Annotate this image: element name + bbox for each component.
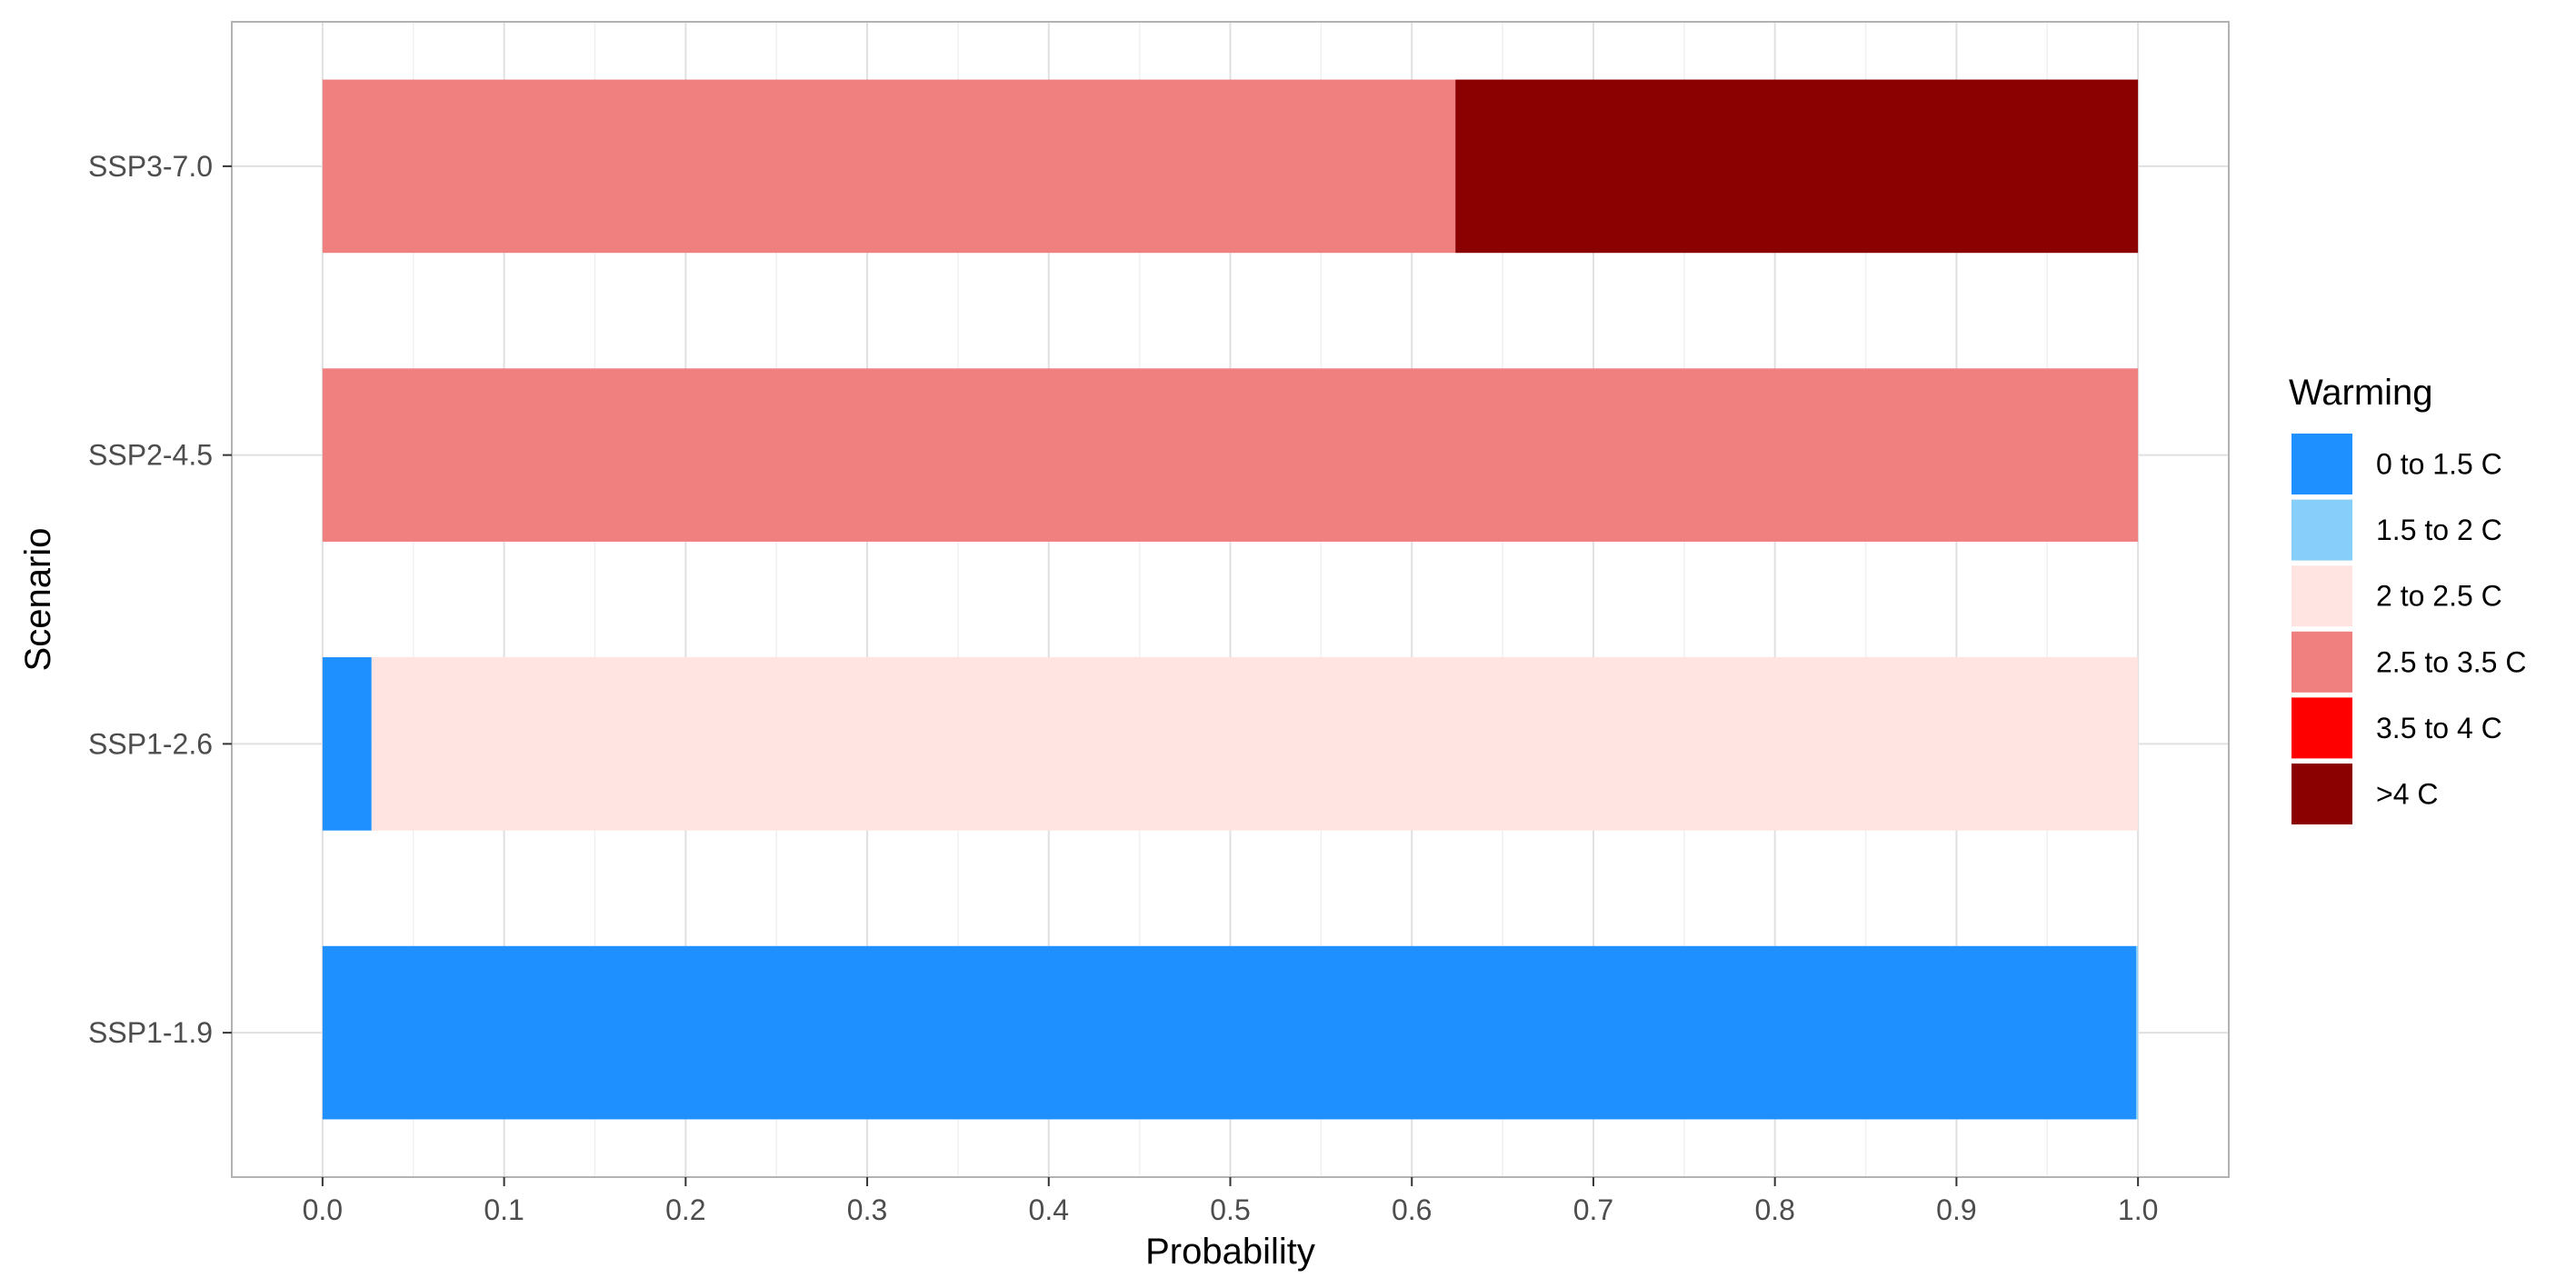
legend-title: Warming: [2289, 373, 2433, 413]
x-tick-label: 0.5: [1210, 1193, 1250, 1226]
bars: [322, 79, 2139, 1120]
legend-label: 1.5 to 2 C: [2376, 514, 2502, 546]
legend-key: [2291, 565, 2352, 627]
legend-key: [2291, 434, 2352, 494]
bar-segment: [322, 945, 2137, 1120]
x-tick-label: 0.3: [847, 1193, 887, 1226]
legend-key: [2291, 764, 2352, 824]
bar-segment: [2136, 945, 2139, 1120]
y-tick-label: SSP3-7.0: [88, 150, 213, 183]
x-tick-label: 0.4: [1029, 1193, 1069, 1226]
legend-label: 2.5 to 3.5 C: [2376, 645, 2526, 678]
legend-key: [2291, 631, 2352, 693]
x-tick-label: 1.0: [2118, 1193, 2158, 1226]
x-tick-label: 0.0: [303, 1193, 343, 1226]
y-tick-label: SSP2-4.5: [88, 439, 213, 472]
legend-label: >4 C: [2376, 778, 2438, 811]
legend-label: 2 to 2.5 C: [2376, 580, 2502, 613]
legend-key: [2291, 499, 2352, 561]
x-tick-label: 0.7: [1573, 1193, 1613, 1226]
legend-label: 3.5 to 4 C: [2376, 712, 2502, 744]
legend-items: 0 to 1.5 C 1.5 to 2 C 2 to 2.5 C 2.5 to 3.5…: [2291, 434, 2526, 824]
y-tick-label: SSP1-1.9: [88, 1016, 213, 1049]
x-tick-label: 0.1: [484, 1193, 524, 1226]
bar-segment: [1455, 79, 2139, 254]
legend-label: 0 to 1.5 C: [2376, 448, 2502, 481]
bar-segment: [322, 657, 372, 831]
bar-segment: [371, 657, 2139, 831]
bar-segment: [322, 368, 2139, 542]
y-tick-label: SSP1-2.6: [88, 727, 213, 760]
legend-key: [2291, 697, 2352, 759]
bar-segment: [322, 79, 1456, 254]
x-tick-label: 0.2: [665, 1193, 705, 1226]
axes: 0.0 0.1 0.2 0.3 0.4 0.5 0.6 0.7 0.8 0.9 1.0 SSP1-1.…: [88, 150, 2158, 1226]
x-tick-label: 0.9: [1936, 1193, 1976, 1226]
legend: Warming 0 to 1.5 C 1.5 to 2 C 2 to 2.5 C 2.…: [2289, 373, 2526, 824]
x-axis-title: Probability: [1145, 1232, 1315, 1272]
x-tick-label: 0.8: [1754, 1193, 1794, 1226]
y-axis-title: Scenario: [18, 528, 58, 672]
x-tick-label: 0.6: [1392, 1193, 1432, 1226]
